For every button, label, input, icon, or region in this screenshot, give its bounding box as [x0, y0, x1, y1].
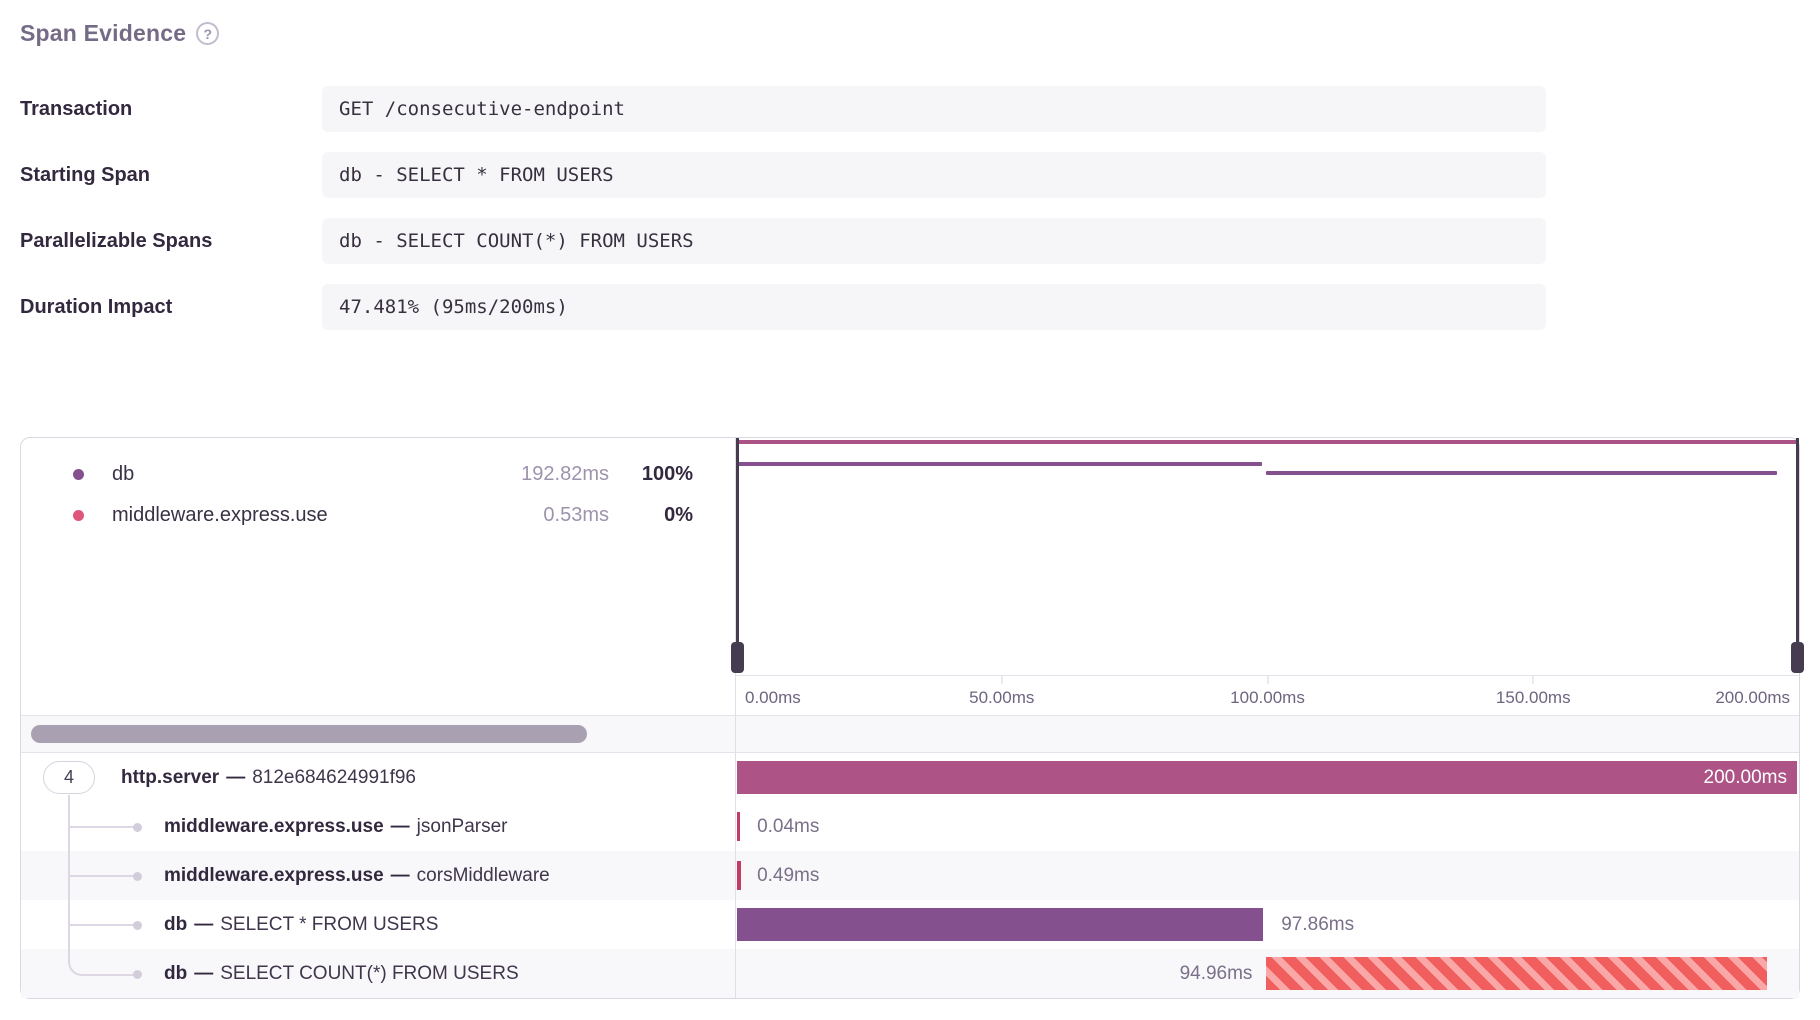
- span-op: db: [164, 913, 188, 935]
- minimap-span-http-server: [736, 440, 1799, 444]
- tree-connector-dot: [133, 872, 142, 881]
- field-value: GET /consecutive-endpoint: [322, 86, 1546, 132]
- op-desc-separator: —: [194, 962, 214, 984]
- legend-op-name: middleware.express.use: [112, 504, 328, 526]
- tree-connector-branch: [68, 826, 138, 828]
- tree-connector-dot: [133, 921, 142, 930]
- viewport-handle-line[interactable]: [1796, 438, 1799, 644]
- tree-connector-branch: [68, 875, 138, 877]
- span-op: middleware.express.use: [164, 815, 384, 837]
- field-label: Parallelizable Spans: [20, 229, 213, 252]
- axis-tick-label: 200.00ms: [1715, 688, 1790, 707]
- tree-connector-dot: [133, 970, 142, 979]
- axis-tick-label: 50.00ms: [969, 688, 1035, 707]
- legend-percent: 0%: [664, 504, 693, 526]
- viewport-grab-left[interactable]: [731, 642, 744, 673]
- span-row-http-server[interactable]: 4 http.server — 812e684624991f96: [21, 753, 735, 802]
- field-label: Transaction: [20, 97, 133, 120]
- span-description: 812e684624991f96: [252, 766, 416, 788]
- span-bar-cell-http-server[interactable]: 200.00ms: [735, 753, 1799, 802]
- field-value: db - SELECT COUNT(*) FROM USERS: [322, 218, 1546, 264]
- help-icon[interactable]: ?: [196, 22, 220, 45]
- span-legend: db 192.82ms 100% middleware.express.use …: [21, 438, 735, 675]
- span-duration-bar[interactable]: [737, 908, 1264, 941]
- viewport-grab-right[interactable]: [1791, 642, 1804, 673]
- span-duration-bar[interactable]: [737, 812, 740, 841]
- span-row-corsmiddleware[interactable]: middleware.express.use — corsMiddleware: [21, 851, 735, 900]
- span-description: jsonParser: [416, 815, 508, 837]
- axis-tickmark: [1001, 676, 1003, 684]
- span-duration-label: 0.04ms: [757, 816, 820, 837]
- minimap-span-db-select: [736, 462, 1263, 466]
- axis-tick-label: 0.00ms: [745, 688, 801, 707]
- time-axis: 0.00ms 50.00ms 100.00ms 150.00ms 200.00m…: [735, 675, 1799, 715]
- span-bar-cell-corsmiddleware[interactable]: 0.49ms: [735, 851, 1799, 900]
- field-row-transaction: Transaction GET /consecutive-endpoint: [20, 86, 1546, 132]
- span-row-db-count[interactable]: db — SELECT COUNT(*) FROM USERS: [21, 949, 735, 998]
- legend-duration: 0.53ms: [543, 504, 609, 526]
- span-description: SELECT * FROM USERS: [220, 913, 439, 935]
- page-title: Span Evidence: [20, 20, 187, 46]
- trace-minimap[interactable]: [731, 438, 1804, 675]
- field-row-parallelizable-spans: Parallelizable Spans db - SELECT COUNT(*…: [20, 218, 1546, 264]
- legend-item-db: db 192.82ms 100%: [73, 454, 693, 495]
- span-row-jsonparser[interactable]: middleware.express.use — jsonParser: [21, 802, 735, 851]
- op-desc-separator: —: [390, 864, 410, 886]
- axis-tickmark: [1267, 676, 1268, 684]
- tree-connector-dot: [133, 823, 142, 832]
- legend-item-middleware: middleware.express.use 0.53ms 0%: [73, 495, 693, 536]
- span-op: db: [164, 962, 188, 984]
- tree-connector-branch: [68, 924, 138, 926]
- legend-percent: 100%: [641, 463, 693, 485]
- span-waterfall-panel: db 192.82ms 100% middleware.express.use …: [20, 437, 1804, 999]
- horizontal-scrollbar-thumb[interactable]: [31, 725, 587, 743]
- axis-tick-label: 150.00ms: [1495, 688, 1571, 707]
- tree-connector-vertical: [68, 795, 70, 951]
- span-children-count-badge[interactable]: 4: [43, 761, 95, 794]
- field-value: 47.481% (95ms/200ms): [322, 284, 1546, 330]
- field-label: Starting Span: [20, 163, 151, 186]
- scrollbar-track-right: [735, 715, 1799, 753]
- span-bar-cell-jsonparser[interactable]: 0.04ms: [735, 802, 1799, 851]
- span-op: http.server: [121, 766, 220, 788]
- span-duration-label: 0.49ms: [757, 865, 820, 886]
- viewport-handle-line[interactable]: [736, 438, 739, 644]
- field-label: Duration Impact: [20, 295, 173, 318]
- span-bar-cell-db-select[interactable]: 97.86ms: [735, 900, 1799, 949]
- span-description: SELECT COUNT(*) FROM USERS: [220, 962, 519, 984]
- span-description: corsMiddleware: [416, 864, 550, 886]
- section-header: Span Evidence ?: [20, 20, 220, 47]
- span-bar-cell-db-count[interactable]: 94.96ms: [735, 949, 1799, 998]
- axis-tickmark: [1532, 676, 1534, 684]
- axis-spacer: [21, 675, 735, 715]
- span-duration-label: 200.00ms: [1703, 767, 1787, 788]
- span-duration-label: 97.86ms: [1281, 914, 1355, 935]
- field-row-starting-span: Starting Span db - SELECT * FROM USERS: [20, 152, 1546, 198]
- field-row-duration-impact: Duration Impact 47.481% (95ms/200ms): [20, 284, 1546, 330]
- legend-duration: 192.82ms: [521, 463, 609, 485]
- span-duration-bar[interactable]: [737, 861, 741, 890]
- span-duration-label: 94.96ms: [1179, 963, 1253, 984]
- legend-op-name: db: [112, 463, 135, 485]
- legend-color-dot: [73, 510, 84, 521]
- tree-connector-elbow: [68, 950, 138, 976]
- op-desc-separator: —: [226, 766, 246, 788]
- span-duration-bar-offending[interactable]: [1266, 957, 1768, 990]
- span-op: middleware.express.use: [164, 864, 384, 886]
- op-desc-separator: —: [390, 815, 410, 837]
- legend-color-dot: [73, 469, 84, 480]
- axis-tick-label: 100.00ms: [1230, 688, 1305, 707]
- span-duration-bar[interactable]: [737, 761, 1797, 794]
- span-row-db-select[interactable]: db — SELECT * FROM USERS: [21, 900, 735, 949]
- scrollbar-track[interactable]: [21, 715, 735, 753]
- minimap-span-db-count: [1266, 471, 1777, 475]
- op-desc-separator: —: [194, 913, 214, 935]
- field-value: db - SELECT * FROM USERS: [322, 152, 1546, 198]
